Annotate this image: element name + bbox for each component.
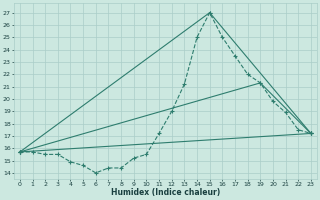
X-axis label: Humidex (Indice chaleur): Humidex (Indice chaleur): [111, 188, 220, 197]
